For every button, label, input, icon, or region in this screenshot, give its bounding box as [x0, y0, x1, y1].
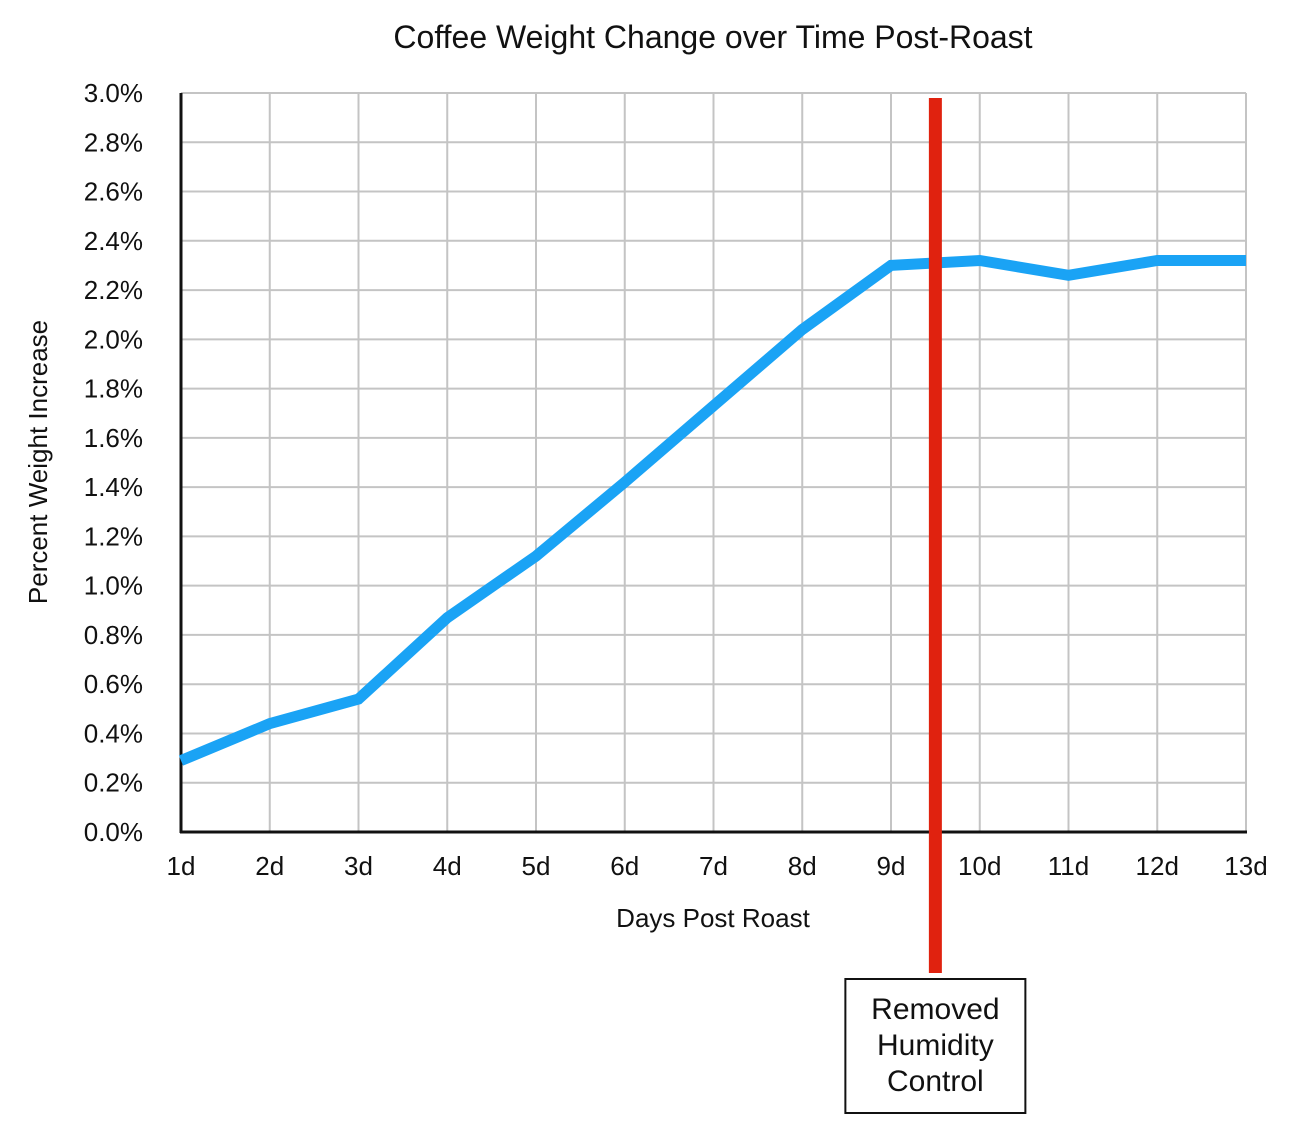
- annotation-text-line: Control: [887, 1065, 984, 1098]
- series: [178, 254, 1247, 766]
- y-tick-label: 3.0%: [84, 78, 143, 108]
- y-tick-label: 1.8%: [84, 374, 143, 404]
- x-tick-label: 13d: [1224, 851, 1267, 881]
- y-tick-labels: 0.0% 0.2% 0.4% 0.6% 0.8% 1.0% 1.2% 1.4% 1.6% 1.8%…: [84, 78, 143, 847]
- x-tick-label: 8d: [788, 851, 817, 881]
- x-axis-label: Days Post Roast: [616, 903, 810, 933]
- x-tick-label: 11d: [1048, 851, 1089, 881]
- grid: [181, 92, 1247, 832]
- x-tick-label: 9d: [877, 851, 906, 881]
- chart-title: Coffee Weight Change over Time Post-Roas…: [393, 19, 1032, 55]
- y-tick-label: 2.8%: [84, 127, 143, 157]
- y-tick-label: 1.4%: [84, 472, 143, 502]
- axes: [179, 93, 1247, 834]
- x-tick-label: 6d: [610, 851, 639, 881]
- y-tick-label: 0.6%: [84, 669, 143, 699]
- x-tick-label: 5d: [522, 851, 551, 881]
- y-tick-label: 2.6%: [84, 177, 143, 207]
- x-tick-label: 1d: [167, 851, 196, 881]
- x-tick-label: 12d: [1136, 851, 1179, 881]
- y-tick-label: 0.2%: [84, 768, 143, 798]
- annotation-text-line: Removed: [871, 993, 999, 1026]
- y-tick-label: 1.6%: [84, 423, 143, 453]
- annotation-box: [844, 978, 1027, 1114]
- x-tick-label: 10d: [958, 851, 1001, 881]
- y-tick-label: 1.2%: [84, 521, 143, 551]
- x-tick-label: 7d: [699, 851, 728, 881]
- y-tick-label: 0.0%: [84, 817, 143, 847]
- y-tick-label: 1.0%: [84, 571, 143, 601]
- annotation-text-line: Humidity: [877, 1029, 994, 1062]
- y-tick-label: 2.4%: [84, 226, 143, 256]
- x-tick-label: 2d: [255, 851, 284, 881]
- y-tick-label: 2.0%: [84, 324, 143, 354]
- y-tick-label: 0.8%: [84, 620, 143, 650]
- x-tick-label: 3d: [344, 851, 373, 881]
- x-tick-label: 4d: [433, 851, 462, 881]
- x-tick-labels: 1d 2d 3d 4d 5d 6d 7d 8d 9d 10d 11d 12d 13d: [167, 851, 1268, 881]
- y-tick-label: 2.2%: [84, 275, 143, 305]
- y-axis-label: Percent Weight Increase: [23, 320, 53, 604]
- y-tick-label: 0.4%: [84, 718, 143, 748]
